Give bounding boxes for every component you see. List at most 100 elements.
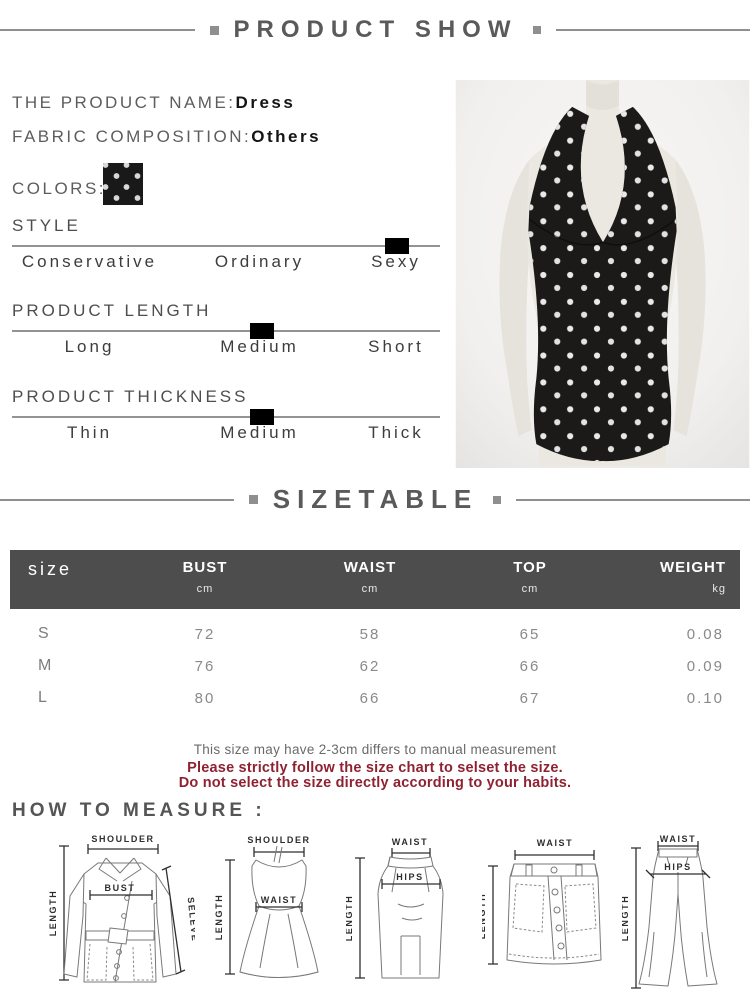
col-weight: WEIGHT kg <box>660 559 726 595</box>
attribute-thickness-label: PRODUCT THICKNESS <box>12 387 249 406</box>
color-swatch <box>103 163 143 205</box>
shoulder-label: SHOULDER <box>91 834 154 844</box>
waist-label: WAIST <box>261 895 298 905</box>
product-name-value: Dress <box>235 93 296 112</box>
colors-row: COLORS: <box>12 179 106 199</box>
col-bust: BUST cm <box>182 559 228 595</box>
option-long: Long <box>64 337 115 356</box>
option-medium: Medium <box>220 337 299 356</box>
section-title: PRODUCT SHOW <box>233 16 518 43</box>
selected-marker <box>385 238 409 254</box>
option-conservative: Conservative <box>21 252 158 271</box>
square-bullet-icon <box>248 495 258 504</box>
cell: 0.08 <box>686 625 724 643</box>
attribute-length: PRODUCT LENGTH Long Medium Short <box>12 301 440 357</box>
attribute-length-label: PRODUCT LENGTH <box>12 301 212 320</box>
measure-diagram-dress: SHOULDER LENGTH WAIST <box>214 835 319 978</box>
measure-diagram-long-skirt: WAIST LENGTH HIPS <box>346 837 444 979</box>
length-label: LENGTH <box>48 890 58 937</box>
col-size: size <box>28 559 73 579</box>
fabric-label: FABRIC COMPOSITION: <box>12 127 252 146</box>
option-thin: Thin <box>66 423 113 442</box>
attribute-length-scale <box>12 323 440 339</box>
option-thick: Thick <box>368 423 424 442</box>
bust-label: BUST <box>105 883 136 893</box>
cell: 65 <box>519 625 541 643</box>
cell: M <box>38 657 54 674</box>
mannequin-polka-dot-top-image <box>455 80 750 468</box>
cell: 72 <box>194 625 216 643</box>
attribute-thickness-scale <box>12 409 440 425</box>
col-waist: WAIST cm <box>343 559 397 595</box>
hips-label: HIPS <box>396 872 423 882</box>
option-ordinary: Ordinary <box>214 252 305 271</box>
divider-line <box>555 29 750 31</box>
attribute-thickness: PRODUCT THICKNESS Thin Medium Thick <box>12 387 440 443</box>
cell: 76 <box>194 657 216 675</box>
size-table-body: S 72 58 65 0.08 M 76 62 66 0.09 L 80 66 … <box>10 618 740 714</box>
fabric-row: FABRIC COMPOSITION:Others <box>12 127 321 147</box>
warning-line-1: Please strictly follow the size chart to… <box>187 760 563 776</box>
cell: 66 <box>519 657 541 675</box>
waist-label: WAIST <box>660 834 697 844</box>
length-label: LENGTH <box>482 893 487 940</box>
cell: 0.10 <box>686 689 724 707</box>
hips-label: HIPS <box>664 862 691 872</box>
measure-diagram-pants: WAIST LENGTH HIPS <box>622 834 718 989</box>
attribute-style: STYLE Conservative Ordinary Sexy <box>12 216 440 272</box>
col-top: TOP cm <box>513 559 547 595</box>
cell: 66 <box>359 689 381 707</box>
cell: L <box>38 689 49 706</box>
size-table-header: size BUST cm WAIST cm TOP cm WEIGHT kg <box>10 550 740 609</box>
attribute-style-options: Conservative Ordinary Sexy <box>12 252 440 272</box>
waist-label: WAIST <box>392 837 429 847</box>
square-bullet-icon <box>209 25 219 35</box>
option-sexy: Sexy <box>371 252 421 271</box>
table-row-l: L 80 66 67 0.10 <box>10 682 740 714</box>
cell: 62 <box>359 657 381 675</box>
length-label: LENGTH <box>214 894 224 941</box>
attribute-style-label: STYLE <box>12 216 81 235</box>
sizetable-header: SIZETABLE <box>0 484 750 515</box>
waist-label: WAIST <box>537 838 574 848</box>
warning-note: Please strictly follow the size chart to… <box>0 761 750 791</box>
divider-line <box>0 498 234 501</box>
measurement-note: This size may have 2-3cm differs to manu… <box>193 742 557 757</box>
warning-line-2: Do not select the size directly accordin… <box>178 774 572 791</box>
attribute-length-options: Long Medium Short <box>12 337 440 357</box>
colors-label: COLORS: <box>12 179 107 198</box>
selected-marker <box>250 409 274 425</box>
how-to-measure-title: HOW TO MEASURE : <box>12 800 266 821</box>
shoulder-label: SHOULDER <box>247 835 310 845</box>
product-show-header: PRODUCT SHOW <box>0 16 750 44</box>
section-title: SIZETABLE <box>272 484 479 514</box>
option-short: Short <box>368 337 424 356</box>
cell: 0.09 <box>686 657 724 675</box>
size-table: size BUST cm WAIST cm TOP cm WEIGHT kg S 72 … <box>10 550 740 714</box>
attribute-thickness-options: Thin Medium Thick <box>12 423 440 443</box>
sleeve-label: SELEVE <box>186 897 195 943</box>
fabric-value: Others <box>251 127 322 146</box>
divider-line <box>516 498 750 501</box>
table-row-s: S 72 58 65 0.08 <box>10 618 740 650</box>
attribute-style-scale <box>12 238 440 254</box>
product-name-label: THE PRODUCT NAME: <box>12 93 236 112</box>
size-notes: This size may have 2-3cm differs to manu… <box>0 742 750 791</box>
square-bullet-icon <box>532 26 541 34</box>
option-medium: Medium <box>220 423 299 442</box>
measure-diagram-mini-skirt: WAIST LENGTH <box>482 838 602 965</box>
selected-marker <box>250 323 274 339</box>
cell: S <box>38 625 51 642</box>
table-row-m: M 76 62 66 0.09 <box>10 650 740 682</box>
product-photo <box>455 80 750 468</box>
square-bullet-icon <box>493 495 502 504</box>
cell: 67 <box>519 689 541 707</box>
measure-diagram-jacket: SHOULDER LENGTH BUST SELEVE <box>48 834 195 983</box>
product-name-row: THE PRODUCT NAME:Dress <box>12 93 295 113</box>
divider-line <box>0 29 195 31</box>
length-label: LENGTH <box>346 895 354 942</box>
cell: 80 <box>194 689 216 707</box>
length-label: LENGTH <box>622 895 630 942</box>
cell: 58 <box>359 625 381 643</box>
